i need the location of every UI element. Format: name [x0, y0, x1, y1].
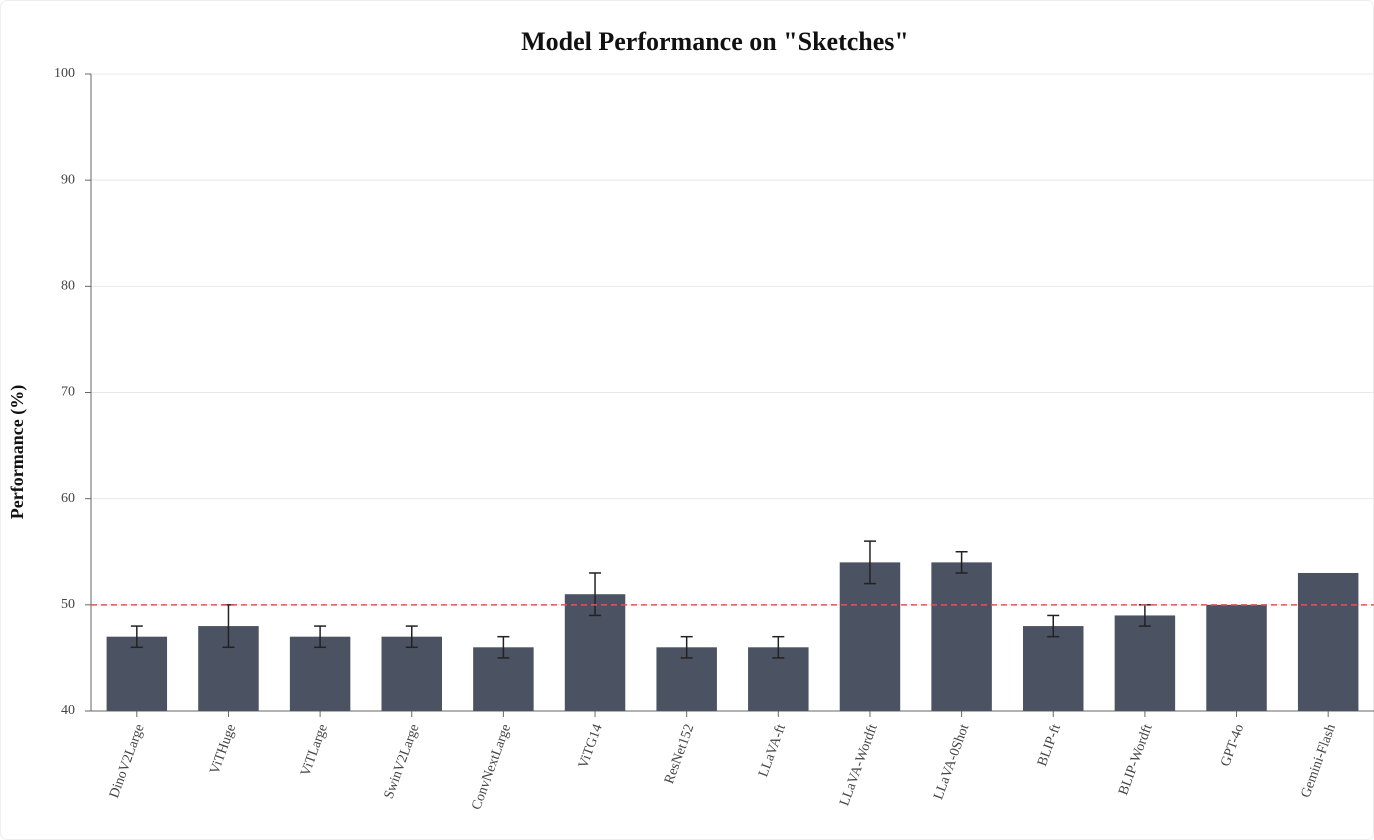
y-tick-label: 40 — [61, 703, 75, 718]
error-bar — [589, 572, 602, 617]
bar — [1297, 572, 1359, 711]
y-tick-label: 100 — [54, 66, 75, 81]
y-axis-label: Performance (%) — [7, 385, 28, 519]
error-bar — [863, 540, 876, 585]
error-bar — [772, 635, 785, 659]
error-bar — [314, 625, 327, 649]
y-tick-label: 50 — [61, 597, 75, 612]
error-bar — [680, 635, 693, 659]
error-bar — [1047, 614, 1060, 638]
bar — [839, 562, 901, 711]
error-bar — [405, 625, 418, 649]
chart-title: Model Performance on "Sketches" — [521, 27, 909, 56]
bar — [1206, 604, 1267, 711]
bar — [1023, 626, 1084, 711]
bar — [381, 636, 442, 711]
bar — [289, 636, 351, 711]
bar — [931, 562, 992, 711]
error-bar — [130, 625, 143, 649]
bar — [1114, 615, 1176, 711]
y-tick-label: 90 — [61, 172, 75, 187]
bar — [106, 636, 168, 711]
y-tick-label: 70 — [61, 385, 75, 400]
error-bar — [497, 635, 510, 659]
error-bar — [955, 551, 968, 574]
y-tick-label: 80 — [61, 279, 75, 294]
y-tick-label: 60 — [61, 491, 75, 506]
